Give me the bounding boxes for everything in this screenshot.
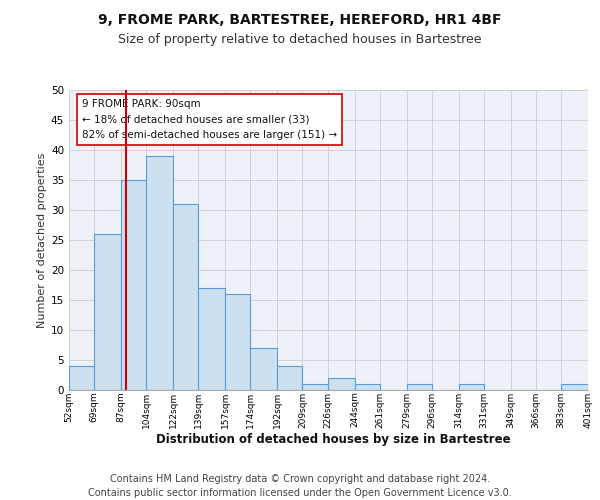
Bar xyxy=(277,366,302,390)
Bar xyxy=(355,384,380,390)
Y-axis label: Number of detached properties: Number of detached properties xyxy=(37,152,47,328)
Bar xyxy=(250,348,277,390)
Bar xyxy=(458,384,484,390)
Bar xyxy=(121,180,146,390)
Text: Contains HM Land Registry data © Crown copyright and database right 2024.
Contai: Contains HM Land Registry data © Crown c… xyxy=(88,474,512,498)
Bar xyxy=(561,384,588,390)
Bar xyxy=(328,378,355,390)
Text: Distribution of detached houses by size in Bartestree: Distribution of detached houses by size … xyxy=(155,432,511,446)
Bar xyxy=(69,366,94,390)
Bar xyxy=(146,156,173,390)
Bar xyxy=(173,204,199,390)
Bar xyxy=(407,384,432,390)
Bar xyxy=(94,234,121,390)
Text: 9, FROME PARK, BARTESTREE, HEREFORD, HR1 4BF: 9, FROME PARK, BARTESTREE, HEREFORD, HR1… xyxy=(98,12,502,26)
Text: 9 FROME PARK: 90sqm
← 18% of detached houses are smaller (33)
82% of semi-detach: 9 FROME PARK: 90sqm ← 18% of detached ho… xyxy=(82,99,337,140)
Bar xyxy=(302,384,328,390)
Bar xyxy=(199,288,225,390)
Text: Size of property relative to detached houses in Bartestree: Size of property relative to detached ho… xyxy=(118,32,482,46)
Bar xyxy=(225,294,250,390)
